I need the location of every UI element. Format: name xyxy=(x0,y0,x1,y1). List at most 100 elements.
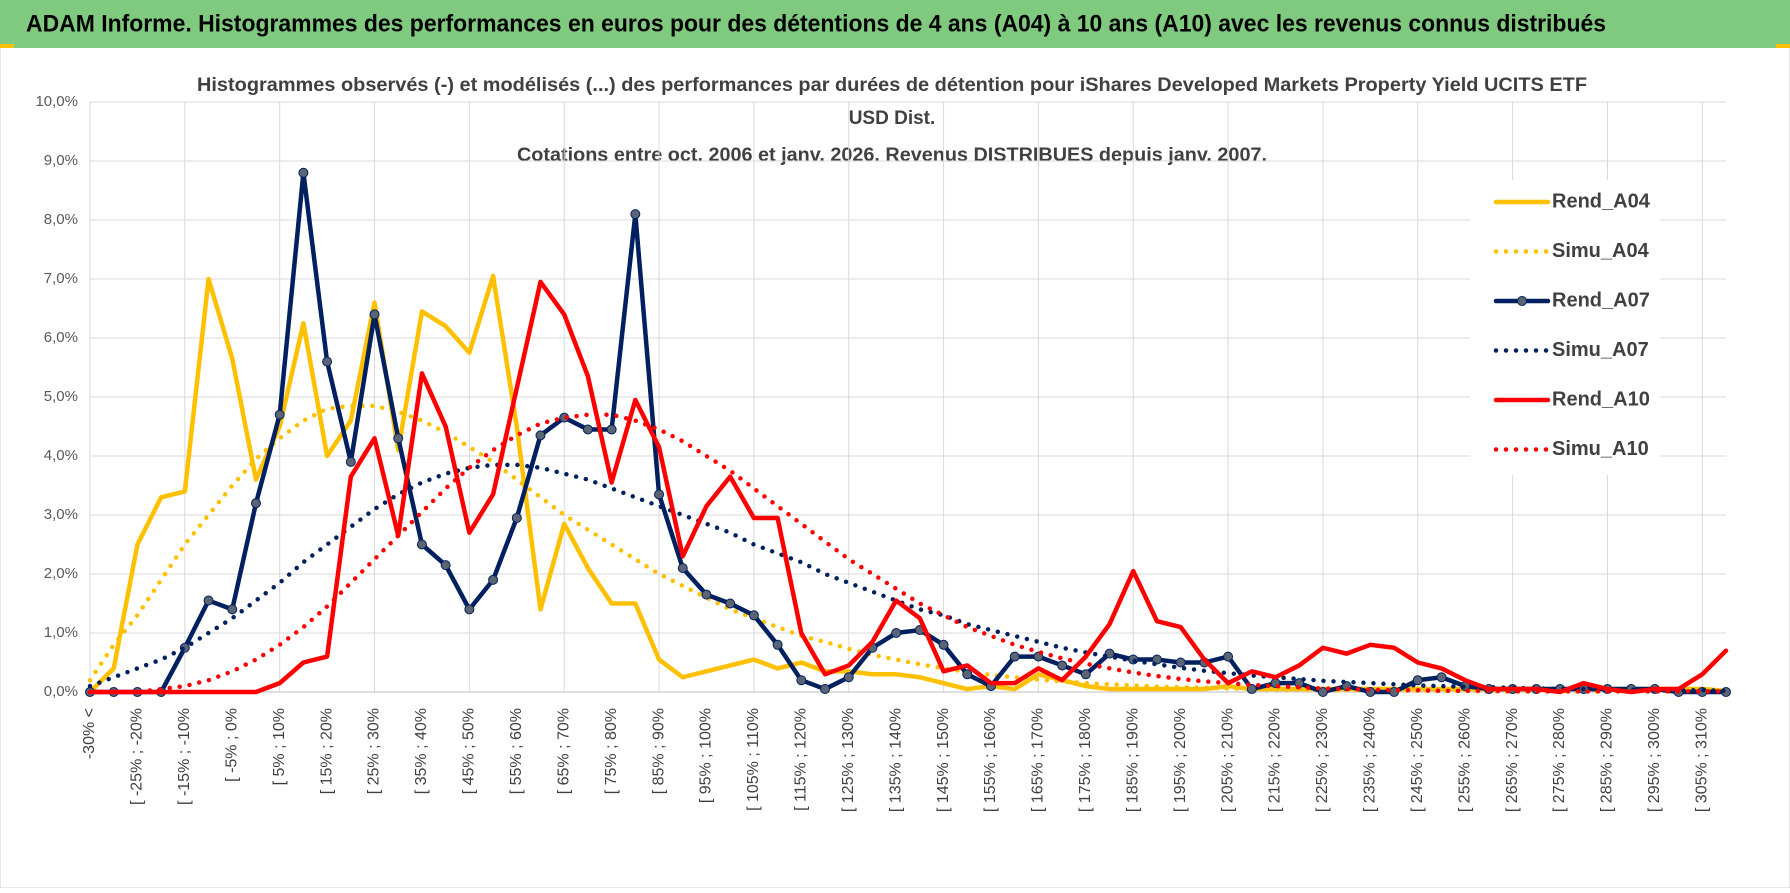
point xyxy=(1246,684,1257,695)
point xyxy=(1175,657,1186,668)
chart-title: Histogrammes observés (-) et modélisés (… xyxy=(197,75,1587,96)
x-tick-label: [ 255% ; 260% xyxy=(1456,708,1473,812)
point xyxy=(227,604,238,615)
point xyxy=(962,669,973,680)
x-tick-label: [ 125% ; 130% xyxy=(840,708,857,812)
point xyxy=(322,356,333,367)
point xyxy=(654,489,665,500)
point xyxy=(1057,660,1068,671)
y-tick-label: 3,0% xyxy=(44,506,78,523)
point xyxy=(772,639,783,650)
legend-label: Rend_A07 xyxy=(1552,289,1650,311)
series-line xyxy=(87,170,1729,695)
point xyxy=(1436,672,1447,683)
x-tick-label: [ 295% ; 300% xyxy=(1646,708,1663,812)
x-tick-label: [ 275% ; 280% xyxy=(1551,708,1568,812)
y-tick-label: 6,0% xyxy=(44,329,78,346)
point xyxy=(416,539,427,550)
x-tick-label: [ 135% ; 140% xyxy=(887,708,904,812)
x-tick-label: [ 195% ; 200% xyxy=(1172,708,1189,812)
point xyxy=(535,430,546,441)
point xyxy=(891,628,902,638)
point xyxy=(1412,675,1423,686)
point xyxy=(511,512,522,523)
x-tick-label: [ 145% ; 150% xyxy=(935,708,952,812)
header-title: ADAM Informe. Histogrammes des performan… xyxy=(26,10,1606,37)
legend-marker xyxy=(1517,296,1527,306)
point xyxy=(298,167,309,178)
point xyxy=(464,604,475,615)
point xyxy=(393,433,404,444)
point xyxy=(274,409,285,420)
x-tick-label: [ -25% ; -20% xyxy=(129,708,146,805)
point xyxy=(1317,687,1328,697)
x-tick-label: [ -15% ; -10% xyxy=(176,708,193,805)
x-tick-label: [ 215% ; 220% xyxy=(1267,708,1284,812)
point xyxy=(820,684,831,695)
x-tick-label: [ -5% ; 0% xyxy=(223,708,240,782)
header-bar xyxy=(0,0,1790,48)
x-tick-label: -30% < xyxy=(81,708,98,759)
series-line xyxy=(87,412,1729,695)
y-tick-label: 10,0% xyxy=(35,93,78,110)
point xyxy=(250,498,261,509)
x-tick-label: [ 45% ; 50% xyxy=(461,708,478,794)
header-accent xyxy=(0,44,14,48)
series-line xyxy=(87,279,1729,695)
x-tick-label: [ 105% ; 110% xyxy=(745,708,762,811)
x-tick-label: [ 175% ; 180% xyxy=(1077,708,1094,812)
y-tick-label: 4,0% xyxy=(44,447,78,464)
x-tick-label: [ 75% ; 80% xyxy=(603,708,620,794)
y-tick-label: 0,0% xyxy=(44,683,78,700)
header-accent xyxy=(1776,44,1790,48)
y-tick-label: 1,0% xyxy=(44,624,78,641)
x-tick-label: [ 245% ; 250% xyxy=(1409,708,1426,812)
legend-label: Simu_A07 xyxy=(1552,339,1649,361)
legend-label: Rend_A04 xyxy=(1552,190,1651,212)
x-tick-label: [ 235% ; 240% xyxy=(1362,708,1379,812)
series-line xyxy=(87,462,1729,694)
point xyxy=(725,598,736,609)
x-tick-label: [ 185% ; 190% xyxy=(1124,708,1141,812)
y-tick-label: 9,0% xyxy=(44,152,78,169)
legend-box xyxy=(1470,180,1660,475)
x-tick-label: [ 95% ; 100% xyxy=(698,708,715,803)
x-tick-label: [ 225% ; 230% xyxy=(1314,708,1331,812)
legend-label: Simu_A10 xyxy=(1552,438,1649,460)
x-tick-label: [ 155% ; 160% xyxy=(982,708,999,812)
x-tick-label: [ 305% ; 310% xyxy=(1694,708,1711,812)
point xyxy=(1009,651,1020,662)
point xyxy=(677,563,688,574)
legend-label: Simu_A04 xyxy=(1552,240,1650,262)
point xyxy=(440,560,451,571)
point xyxy=(203,595,214,606)
x-tick-label: [ 15% ; 20% xyxy=(318,708,335,794)
x-tick-label: [ 25% ; 30% xyxy=(366,708,383,794)
x-tick-label: [ 55% ; 60% xyxy=(508,708,525,794)
x-tick-label: [ 265% ; 270% xyxy=(1504,708,1521,812)
point xyxy=(606,424,617,435)
point xyxy=(369,309,380,320)
x-tick-label: [ 165% ; 170% xyxy=(1030,708,1047,812)
x-tick-label: [ 285% ; 290% xyxy=(1599,708,1616,812)
series-line xyxy=(87,273,1729,695)
x-tick-label: [ 205% ; 210% xyxy=(1219,708,1236,812)
x-tick-label: [ 85% ; 90% xyxy=(650,708,667,794)
point xyxy=(701,589,712,600)
y-tick-label: 2,0% xyxy=(44,565,78,582)
x-tick-label: [ 115% ; 120% xyxy=(793,708,810,811)
point xyxy=(345,456,356,467)
legend-label: Rend_A10 xyxy=(1552,388,1650,410)
y-tick-label: 5,0% xyxy=(44,388,78,405)
chart-title: USD Dist. xyxy=(849,108,936,129)
point xyxy=(1080,669,1091,680)
series-line xyxy=(87,403,1729,694)
point xyxy=(938,639,949,650)
x-tick-label: [ 5% ; 10% xyxy=(271,708,288,785)
point xyxy=(796,675,807,686)
point xyxy=(843,672,854,683)
chart-subtitle: Cotations entre oct. 2006 et janv. 2026.… xyxy=(517,145,1267,166)
point xyxy=(630,209,641,220)
